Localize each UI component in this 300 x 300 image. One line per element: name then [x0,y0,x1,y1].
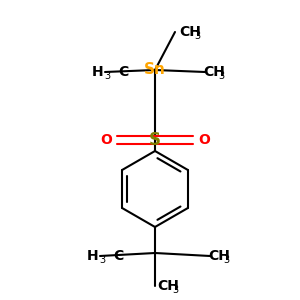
Text: O: O [198,133,210,147]
Text: S: S [149,131,161,149]
Text: 3: 3 [99,255,105,265]
Text: 3: 3 [223,255,229,265]
Text: O: O [100,133,112,147]
Text: CH: CH [157,279,179,293]
Text: 3: 3 [172,285,178,295]
Text: CH: CH [208,249,230,263]
Text: H: H [86,249,98,263]
Text: C: C [113,249,123,263]
Text: C: C [118,65,128,79]
Text: 3: 3 [194,31,200,41]
Text: H: H [92,65,103,79]
Text: CH: CH [179,25,201,39]
Text: 3: 3 [218,71,224,81]
Text: 3: 3 [104,71,110,81]
Text: CH: CH [203,65,225,79]
Text: Sn: Sn [144,62,166,77]
